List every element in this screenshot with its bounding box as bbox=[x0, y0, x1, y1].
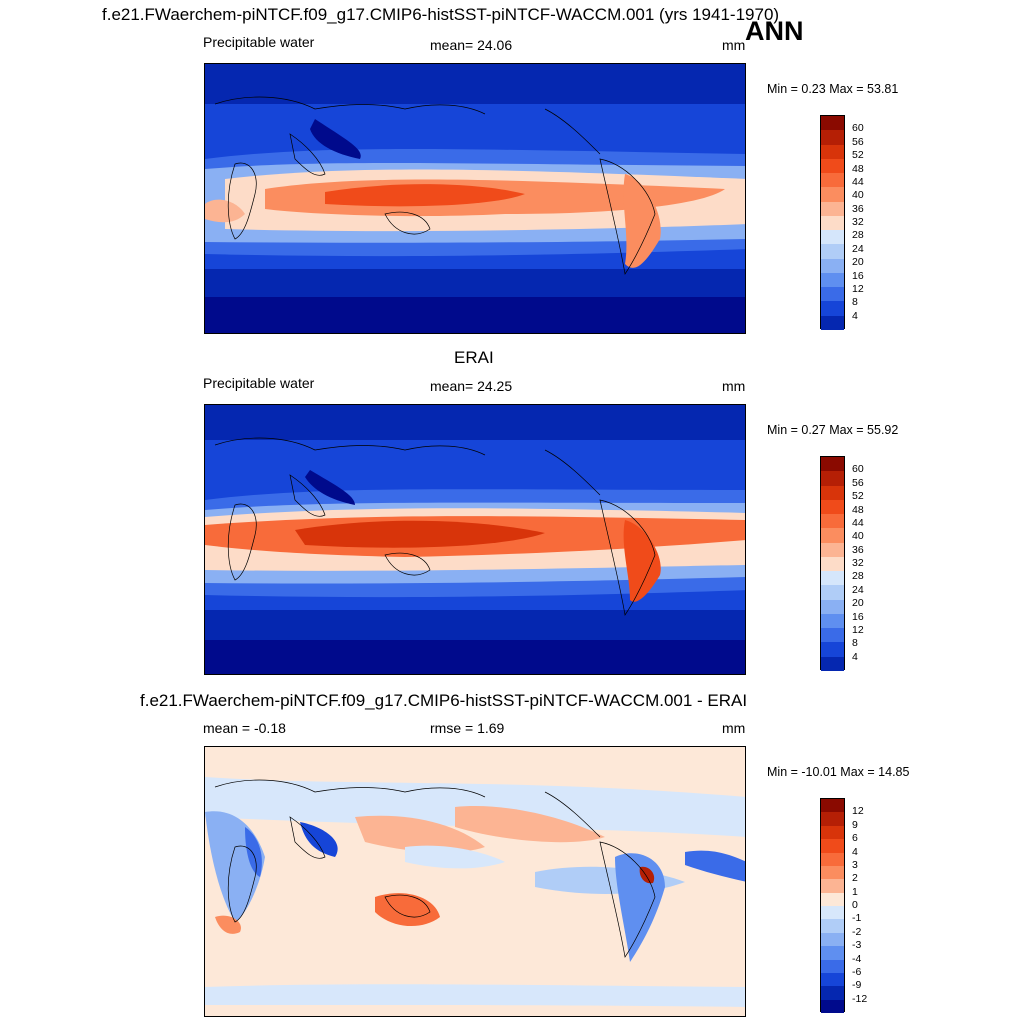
panel3-mean-label: mean = -0.18 bbox=[203, 720, 286, 736]
colorbar-tick-label: 6 bbox=[852, 832, 858, 845]
colorbar-tick-label: 8 bbox=[852, 637, 858, 650]
colorbar-tick-label: 20 bbox=[852, 256, 864, 269]
colorbar-tick-label: 52 bbox=[852, 149, 864, 162]
colorbar-tick-label: 44 bbox=[852, 516, 864, 529]
panel1-field bbox=[205, 64, 745, 333]
panel3-map bbox=[204, 746, 746, 1017]
panel3-units-label: mm bbox=[722, 720, 746, 736]
panel2-field bbox=[205, 405, 745, 674]
colorbar-tick-label: 24 bbox=[852, 242, 864, 255]
colorbar-tick-label: 12 bbox=[852, 282, 864, 295]
colorbar-tick-label: 48 bbox=[852, 162, 864, 175]
colorbar-tick-label: 0 bbox=[852, 899, 858, 911]
panel3-colorbar bbox=[820, 798, 845, 1013]
colorbar-tick-label: -2 bbox=[852, 925, 862, 938]
panel3-minmax-label: Min = -10.01 Max = 14.85 bbox=[767, 765, 910, 779]
colorbar-tick-label: 12 bbox=[852, 623, 864, 636]
colorbar-tick-label: -12 bbox=[852, 992, 868, 1005]
colorbar-tick-label: 40 bbox=[852, 189, 864, 202]
colorbar-tick-label: 52 bbox=[852, 490, 864, 503]
colorbar-tick-label: 40 bbox=[852, 530, 864, 543]
colorbar-tick-label: 32 bbox=[852, 216, 864, 228]
panel2-title: ERAI bbox=[454, 348, 494, 367]
colorbar-tick-label: 32 bbox=[852, 557, 864, 569]
colorbar-tick-label: -3 bbox=[852, 939, 862, 952]
panel2-map bbox=[204, 404, 746, 675]
colorbar-tick-label: 4 bbox=[852, 309, 858, 322]
panel1-variable-label: Precipitable water bbox=[203, 34, 315, 50]
colorbar-tick-label: 44 bbox=[852, 175, 864, 188]
panel1-units-label: mm bbox=[722, 37, 746, 53]
colorbar-tick-label: 2 bbox=[852, 872, 858, 885]
colorbar-tick-label: -4 bbox=[852, 952, 862, 965]
colorbar-tick-label: 56 bbox=[852, 135, 864, 148]
colorbar-tick-label: 16 bbox=[852, 610, 864, 623]
colorbar-tick-label: 28 bbox=[852, 229, 864, 242]
colorbar-tick-label: 24 bbox=[852, 583, 864, 596]
colorbar-tick-label: 9 bbox=[852, 818, 858, 831]
colorbar-tick-label: 36 bbox=[852, 543, 864, 556]
figure-title: f.e21.FWaerchem-piNTCF.f09_g17.CMIP6-his… bbox=[102, 5, 780, 24]
colorbar-tick-label: -9 bbox=[852, 979, 862, 992]
colorbar-tick-label: 16 bbox=[852, 269, 864, 282]
panel3-rmse-label: rmse = 1.69 bbox=[430, 720, 505, 736]
colorbar-tick-label: 1 bbox=[852, 885, 858, 898]
panel1-map bbox=[204, 63, 746, 334]
season-label: ANN bbox=[745, 16, 804, 46]
colorbar-tick-label: 60 bbox=[852, 463, 864, 476]
colorbar-tick-label: 36 bbox=[852, 202, 864, 215]
colorbar-tick-label: 12 bbox=[852, 805, 864, 818]
colorbar-tick-label: 3 bbox=[852, 858, 858, 871]
colorbar-tick-label: 8 bbox=[852, 296, 858, 309]
colorbar-tick-label: 60 bbox=[852, 122, 864, 135]
panel1-colorbar bbox=[820, 115, 845, 330]
colorbar-tick-label: -1 bbox=[852, 912, 862, 925]
colorbar-tick-label: 20 bbox=[852, 597, 864, 610]
panel2-variable-label: Precipitable water bbox=[203, 375, 315, 391]
panel2-colorbar bbox=[820, 456, 845, 671]
panel2-units-label: mm bbox=[722, 378, 746, 394]
colorbar-tick-label: 4 bbox=[852, 845, 858, 858]
panel1-mean-label: mean= 24.06 bbox=[430, 37, 513, 53]
panel3-title: f.e21.FWaerchem-piNTCF.f09_g17.CMIP6-his… bbox=[140, 691, 748, 710]
panel3-field bbox=[205, 747, 745, 1016]
panel2-minmax-label: Min = 0.27 Max = 55.92 bbox=[767, 423, 899, 437]
colorbar-tick-label: 28 bbox=[852, 570, 864, 583]
panel1-minmax-label: Min = 0.23 Max = 53.81 bbox=[767, 82, 899, 96]
colorbar-tick-label: -6 bbox=[852, 965, 862, 978]
colorbar-tick-label: 48 bbox=[852, 503, 864, 516]
colorbar-tick-label: 56 bbox=[852, 476, 864, 489]
colorbar-tick-label: 4 bbox=[852, 650, 858, 663]
panel2-mean-label: mean= 24.25 bbox=[430, 378, 513, 394]
